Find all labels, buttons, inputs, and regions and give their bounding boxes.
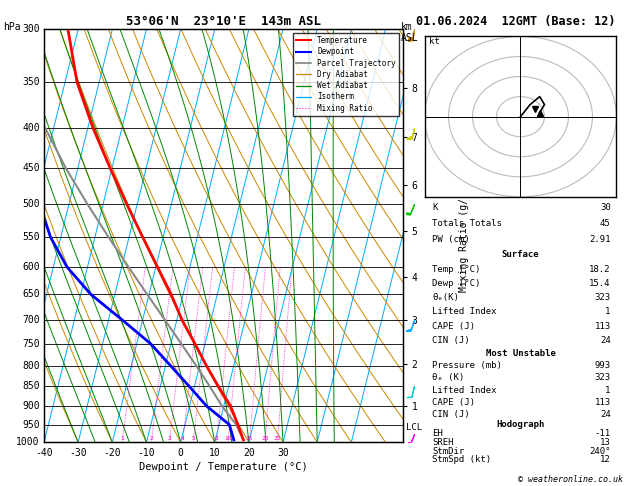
Text: 2: 2 — [150, 435, 153, 441]
Text: CIN (J): CIN (J) — [432, 410, 470, 419]
Text: θₑ(K): θₑ(K) — [432, 293, 459, 302]
Text: 323: 323 — [594, 293, 611, 302]
Text: hPa: hPa — [3, 22, 21, 32]
Text: StmDir: StmDir — [432, 447, 464, 455]
Text: Pressure (mb): Pressure (mb) — [432, 361, 502, 370]
Text: StmSpd (kt): StmSpd (kt) — [432, 455, 491, 464]
Text: SREH: SREH — [432, 438, 454, 447]
Text: 45: 45 — [600, 219, 611, 228]
Text: 30: 30 — [277, 449, 289, 458]
Text: 700: 700 — [22, 315, 40, 325]
Text: 10: 10 — [209, 449, 221, 458]
Text: 15: 15 — [245, 435, 253, 441]
Text: 900: 900 — [22, 401, 40, 411]
Text: 993: 993 — [594, 361, 611, 370]
Text: Totals Totals: Totals Totals — [432, 219, 502, 228]
Text: 113: 113 — [594, 398, 611, 407]
Text: kt: kt — [430, 37, 440, 47]
Text: 0: 0 — [177, 449, 184, 458]
Y-axis label: Mixing Ratio (g/kg): Mixing Ratio (g/kg) — [459, 180, 469, 292]
Text: Lifted Index: Lifted Index — [432, 385, 497, 395]
Text: Hodograph: Hodograph — [496, 420, 545, 429]
Text: 15.4: 15.4 — [589, 279, 611, 288]
Text: 2.91: 2.91 — [589, 235, 611, 244]
Text: © weatheronline.co.uk: © weatheronline.co.uk — [518, 474, 623, 484]
Text: 550: 550 — [22, 232, 40, 242]
Text: 12: 12 — [600, 455, 611, 464]
Text: 5: 5 — [191, 435, 195, 441]
Text: 950: 950 — [22, 419, 40, 430]
Text: 25: 25 — [274, 435, 281, 441]
Text: 240°: 240° — [589, 447, 611, 455]
Text: 10: 10 — [224, 435, 231, 441]
Text: EH: EH — [432, 429, 443, 438]
Text: -11: -11 — [594, 429, 611, 438]
Text: 850: 850 — [22, 382, 40, 392]
Text: 13: 13 — [600, 438, 611, 447]
Text: Surface: Surface — [502, 250, 539, 260]
Text: km
ASL: km ASL — [401, 22, 419, 43]
Text: CAPE (J): CAPE (J) — [432, 398, 476, 407]
Text: 650: 650 — [22, 290, 40, 299]
Legend: Temperature, Dewpoint, Parcel Trajectory, Dry Adiabat, Wet Adiabat, Isotherm, Mi: Temperature, Dewpoint, Parcel Trajectory… — [292, 33, 399, 116]
Text: Dewp (°C): Dewp (°C) — [432, 279, 481, 288]
Text: CIN (J): CIN (J) — [432, 336, 470, 345]
Text: 53°06'N  23°10'E  143m ASL: 53°06'N 23°10'E 143m ASL — [126, 15, 321, 28]
Text: 500: 500 — [22, 199, 40, 209]
Text: θₑ (K): θₑ (K) — [432, 373, 464, 382]
Text: 1: 1 — [605, 385, 611, 395]
Text: 1000: 1000 — [16, 437, 40, 447]
Text: 18.2: 18.2 — [589, 265, 611, 274]
Text: 800: 800 — [22, 361, 40, 371]
Text: 750: 750 — [22, 339, 40, 348]
Text: 01.06.2024  12GMT (Base: 12): 01.06.2024 12GMT (Base: 12) — [416, 15, 616, 28]
Text: PW (cm): PW (cm) — [432, 235, 470, 244]
Text: 300: 300 — [22, 24, 40, 34]
Text: 323: 323 — [594, 373, 611, 382]
Text: Most Unstable: Most Unstable — [486, 349, 555, 358]
Text: 1: 1 — [120, 435, 124, 441]
Text: 3: 3 — [167, 435, 171, 441]
Text: Temp (°C): Temp (°C) — [432, 265, 481, 274]
Text: 350: 350 — [22, 77, 40, 87]
Text: 24: 24 — [600, 410, 611, 419]
Text: 24: 24 — [600, 336, 611, 345]
Text: K: K — [432, 203, 438, 212]
Text: -20: -20 — [104, 449, 121, 458]
Text: 113: 113 — [594, 322, 611, 330]
Text: 20: 20 — [243, 449, 255, 458]
Text: 450: 450 — [22, 163, 40, 174]
Text: -10: -10 — [138, 449, 155, 458]
Text: 30: 30 — [600, 203, 611, 212]
Text: 4: 4 — [181, 435, 184, 441]
Text: Lifted Index: Lifted Index — [432, 308, 497, 316]
Text: LCL: LCL — [406, 423, 422, 432]
Text: CAPE (J): CAPE (J) — [432, 322, 476, 330]
Text: 20: 20 — [261, 435, 269, 441]
Text: 600: 600 — [22, 262, 40, 272]
X-axis label: Dewpoint / Temperature (°C): Dewpoint / Temperature (°C) — [139, 462, 308, 472]
Text: 400: 400 — [22, 123, 40, 133]
Text: 1: 1 — [605, 308, 611, 316]
Text: -40: -40 — [35, 449, 53, 458]
Text: -30: -30 — [69, 449, 87, 458]
Text: 8: 8 — [214, 435, 218, 441]
